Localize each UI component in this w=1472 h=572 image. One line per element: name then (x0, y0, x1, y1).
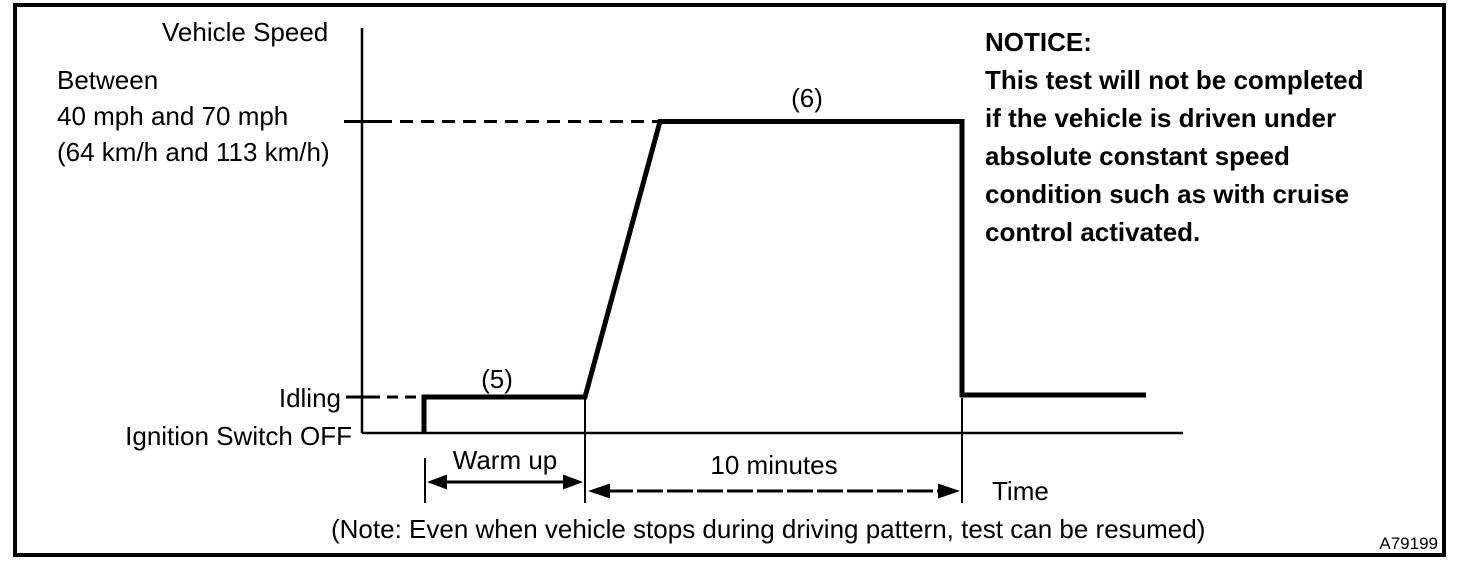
notice-line: absolute constant speed (985, 141, 1290, 171)
speed-range-line-3: (64 km/h and 113 km/h) (57, 137, 330, 167)
ten-minutes-arrow-right-head (938, 483, 960, 499)
warmup-arrow-right-head (563, 474, 583, 490)
notice-block: NOTICE: This test will not be completed … (985, 23, 1425, 251)
x-axis-title: Time (992, 476, 1049, 506)
speed-curve (421, 119, 1146, 432)
y-axis-title: Vehicle Speed (162, 17, 329, 47)
notice-line: condition such as with cruise (985, 179, 1350, 209)
notice-line: if the vehicle is driven under (985, 103, 1337, 133)
step-5-label: (5) (481, 364, 513, 394)
figure-border (13, 3, 1446, 557)
resume-note: (Note: Even when vehicle stops during dr… (331, 514, 1206, 544)
ignition-switch-off-label: Ignition Switch OFF (125, 421, 352, 451)
speed-range-label: Between 40 mph and 70 mph (64 km/h and 1… (57, 62, 330, 170)
notice-heading: NOTICE: (985, 27, 1092, 57)
idling-label: Idling (278, 383, 341, 413)
speed-range-line-2: 40 mph and 70 mph (57, 101, 289, 131)
notice-line: control activated. (985, 217, 1201, 247)
notice-line: This test will not be completed (985, 65, 1364, 95)
ten-minutes-arrow-left-head (588, 483, 610, 499)
figure-code: A79199 (1379, 534, 1438, 553)
step-6-label: (6) (791, 83, 823, 113)
warm-up-interval-label: Warm up (452, 445, 558, 475)
speed-range-line-1: Between (57, 65, 159, 95)
warmup-arrow-left-head (427, 474, 447, 490)
ten-minutes-interval-label: 10 minutes (710, 450, 838, 480)
